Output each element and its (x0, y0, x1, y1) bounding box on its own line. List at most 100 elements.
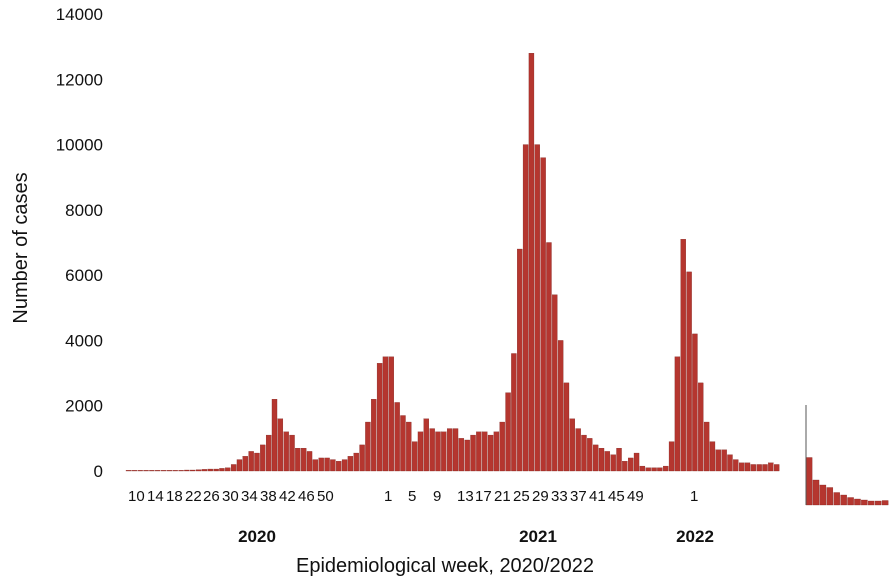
bar (540, 157, 546, 472)
inset-bar (854, 498, 861, 506)
bar (575, 428, 581, 472)
y-tick-label: 6000 (65, 266, 103, 285)
bar (330, 459, 336, 472)
inset-bar (875, 500, 882, 506)
y-tick-label: 2000 (65, 397, 103, 416)
x-tick-label: 14 (147, 488, 164, 505)
y-tick-label: 14000 (56, 5, 103, 24)
bar (733, 459, 739, 472)
year-label: 2020 (238, 527, 276, 546)
bar (411, 441, 418, 472)
bar (236, 459, 243, 472)
x-tick-label: 46 (298, 488, 315, 505)
bar (242, 456, 248, 472)
bar (178, 470, 184, 472)
bar (598, 447, 605, 472)
bar (657, 467, 663, 472)
bar (563, 382, 570, 472)
bar (283, 431, 289, 472)
bar (628, 457, 634, 472)
bar (248, 451, 254, 472)
inset-bar-series (805, 457, 889, 506)
bar (709, 441, 716, 472)
x-tick-label: 1 (690, 488, 698, 505)
bar (149, 470, 155, 472)
bar (265, 434, 272, 472)
x-tick-label: 41 (589, 488, 606, 505)
inset-bar (847, 497, 854, 506)
x-tick-label: 22 (185, 488, 202, 505)
x-tick-label: 30 (222, 488, 239, 505)
y-axis-ticks: 0 2000 4000 6000 8000 10000 12000 14000 (56, 5, 103, 481)
x-tick-label: 10 (128, 488, 145, 505)
bar (587, 438, 593, 472)
bar (137, 470, 143, 472)
bar (505, 392, 511, 472)
bar (727, 454, 733, 472)
x-tick-label: 17 (475, 488, 492, 505)
x-tick-label: 42 (279, 488, 296, 505)
x-tick-label: 5 (408, 488, 416, 505)
bar (569, 418, 575, 472)
y-tick-label: 0 (94, 462, 103, 481)
inset-bar (840, 494, 847, 506)
bar (447, 428, 453, 472)
bar (388, 356, 394, 472)
x-tick-label: 13 (457, 488, 474, 505)
bar (382, 356, 389, 472)
inset-bar (826, 487, 834, 506)
bar (651, 467, 657, 472)
x-tick-label: 21 (494, 488, 511, 505)
bar (260, 444, 266, 472)
x-tick-label: 38 (260, 488, 277, 505)
x-tick-label: 50 (317, 488, 334, 505)
bar (487, 434, 494, 472)
bar (750, 464, 756, 472)
bar (277, 418, 284, 472)
bar (131, 470, 138, 472)
bar (353, 452, 359, 472)
bar (744, 462, 751, 472)
year-label: 2022 (676, 527, 714, 546)
bar (546, 242, 552, 472)
bar (423, 418, 429, 472)
bar (190, 469, 196, 472)
x-tick-label: 26 (203, 488, 220, 505)
bar (528, 53, 535, 472)
inset-bar (812, 479, 820, 506)
bar (452, 428, 459, 472)
inset-bar (868, 500, 875, 506)
y-tick-label: 8000 (65, 201, 103, 220)
bar (633, 452, 640, 472)
bar (347, 456, 354, 472)
bar (499, 421, 505, 472)
bar (482, 431, 488, 472)
bar (201, 469, 208, 472)
x-tick-label: 37 (570, 488, 587, 505)
x-axis-ticks: 10 14 18 22 26 30 34 38 42 46 50 1 5 9 13 17 21 25 29 33 37 4… (128, 488, 698, 505)
bar (143, 470, 149, 472)
bar (639, 465, 646, 472)
bar (429, 428, 435, 472)
bar (213, 468, 219, 472)
x-axis-title: Epidemiological week, 2020/2022 (296, 555, 594, 577)
bar (592, 444, 599, 472)
bar (581, 434, 587, 472)
bar (604, 451, 611, 472)
y-axis-title: Number of cases (10, 172, 32, 323)
bar (458, 438, 465, 472)
bar (616, 447, 622, 472)
bar (371, 399, 377, 472)
bar (768, 462, 774, 472)
bar (774, 464, 780, 472)
bar (336, 461, 342, 472)
bar (610, 454, 616, 472)
x-tick-label: 25 (513, 488, 530, 505)
bar (207, 468, 213, 472)
x-tick-label: 34 (241, 488, 258, 505)
bar (376, 363, 383, 472)
bar (172, 470, 178, 472)
bar (680, 239, 686, 472)
bar (756, 464, 762, 472)
bar (552, 294, 558, 472)
